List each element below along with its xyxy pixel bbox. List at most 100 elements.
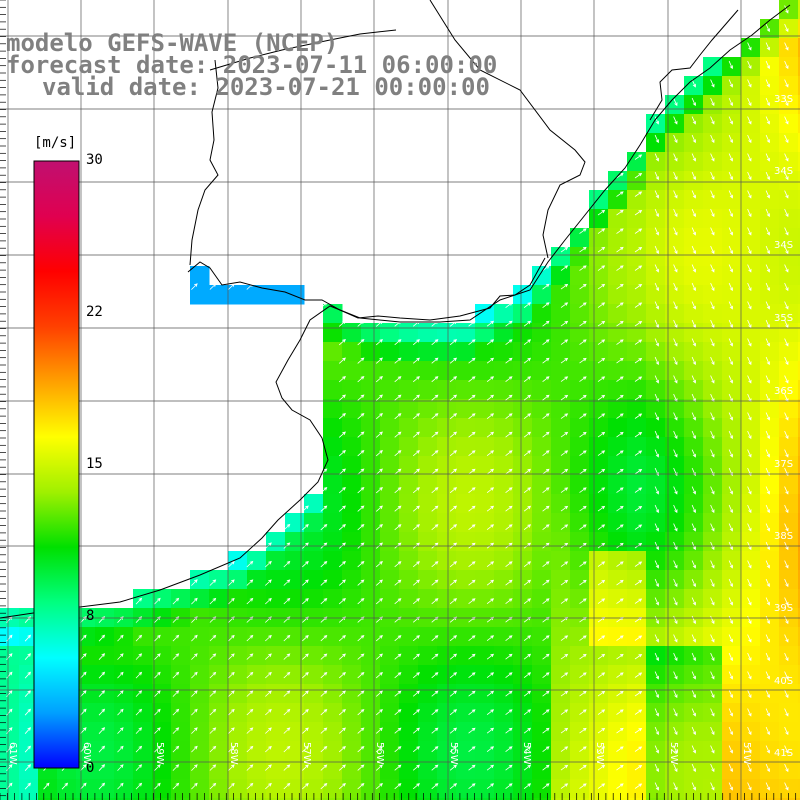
wind-cell	[209, 285, 229, 305]
wind-cell	[76, 779, 96, 799]
wind-arrow	[24, 690, 31, 697]
wind-arrow	[597, 653, 606, 660]
wind-arrow	[691, 689, 696, 699]
wind-cell	[532, 684, 552, 704]
wind-arrow	[710, 301, 715, 310]
wind-arrow	[320, 635, 328, 642]
wind-cell	[266, 570, 286, 590]
wind-cell	[741, 703, 761, 723]
wind-arrow	[486, 450, 495, 457]
wind-arrow	[616, 690, 624, 697]
wind-cell	[133, 779, 153, 799]
wind-cell	[798, 304, 800, 324]
wind-cell	[475, 418, 495, 438]
wind-arrow	[172, 764, 180, 771]
wind-cell	[551, 741, 571, 761]
wind-cell	[798, 133, 800, 153]
wind-cell	[760, 570, 780, 590]
wind-arrow	[338, 357, 346, 364]
wind-arrow	[784, 745, 789, 754]
wind-cell	[342, 399, 362, 419]
wind-cell	[380, 646, 400, 666]
wind-arrow	[634, 228, 643, 234]
wind-cell	[646, 304, 666, 324]
wind-arrow	[747, 375, 752, 384]
wind-arrow	[747, 745, 752, 754]
wind-cell	[532, 532, 552, 552]
wind-cell	[342, 627, 362, 647]
wind-cell	[380, 760, 400, 780]
wind-arrow	[505, 709, 513, 716]
wind-cell	[494, 532, 514, 552]
wind-arrow	[784, 726, 789, 736]
wind-arrow	[654, 615, 659, 625]
wind-cell	[627, 532, 647, 552]
wind-arrow	[302, 746, 309, 753]
wind-arrow	[246, 634, 254, 642]
wind-arrow	[468, 431, 476, 438]
wind-cell	[779, 760, 799, 780]
wind-cell	[399, 646, 419, 666]
wind-arrow	[412, 727, 420, 734]
wind-arrow	[80, 690, 87, 697]
wind-arrow	[98, 653, 106, 660]
wind-cell	[703, 589, 723, 609]
wind-arrow	[673, 560, 678, 569]
wind-arrow	[80, 634, 87, 642]
wind-cell	[494, 722, 514, 742]
wind-arrow	[486, 672, 495, 679]
wind-cell	[779, 779, 799, 799]
wind-cell	[342, 722, 362, 742]
wind-cell	[551, 684, 571, 704]
wind-arrow	[710, 430, 715, 440]
wind-cell	[437, 570, 457, 590]
wind-arrow	[634, 376, 643, 382]
wind-arrow	[265, 727, 272, 734]
wind-cell	[380, 703, 400, 723]
wind-cell	[627, 627, 647, 647]
wind-cell	[779, 171, 799, 191]
wind-cell	[38, 798, 58, 800]
wind-arrow	[283, 579, 291, 586]
wind-arrow	[784, 504, 789, 514]
wind-arrow	[579, 635, 587, 641]
wind-arrow	[505, 690, 513, 697]
wind-arrow	[765, 560, 770, 569]
wind-arrow	[747, 689, 752, 699]
wind-arrow	[765, 153, 770, 162]
wind-cell	[798, 494, 800, 514]
wind-arrow	[431, 764, 439, 771]
wind-arrow	[523, 727, 532, 734]
wind-cell	[779, 551, 799, 571]
wind-cell	[589, 684, 609, 704]
wind-cell	[684, 304, 704, 324]
wind-arrow	[616, 339, 624, 345]
wind-arrow	[135, 671, 143, 679]
wind-arrow	[654, 153, 659, 162]
wind-cell	[133, 627, 153, 647]
wind-cell	[684, 437, 704, 457]
wind-arrow	[24, 634, 31, 642]
wind-arrow	[765, 523, 770, 532]
wind-cell	[57, 779, 77, 799]
wind-arrow	[209, 597, 217, 605]
wind-arrow	[394, 764, 402, 771]
wind-arrow	[784, 245, 789, 255]
wind-arrow	[691, 134, 696, 144]
wind-cell	[418, 551, 438, 571]
wind-arrow	[117, 690, 124, 697]
wind-arrow	[784, 449, 789, 458]
wind-cell	[323, 418, 343, 438]
wind-arrow	[579, 690, 587, 697]
wind-cell	[342, 779, 362, 799]
wind-cell	[665, 247, 685, 267]
wind-arrow	[542, 672, 550, 679]
wind-arrow	[486, 783, 495, 790]
wind-cell	[475, 456, 495, 476]
wind-cell	[437, 798, 457, 800]
wind-cell	[608, 342, 628, 362]
wind-arrow	[431, 561, 439, 568]
wind-arrow	[560, 727, 569, 734]
wind-cell	[798, 76, 800, 96]
wind-arrow	[616, 653, 624, 660]
